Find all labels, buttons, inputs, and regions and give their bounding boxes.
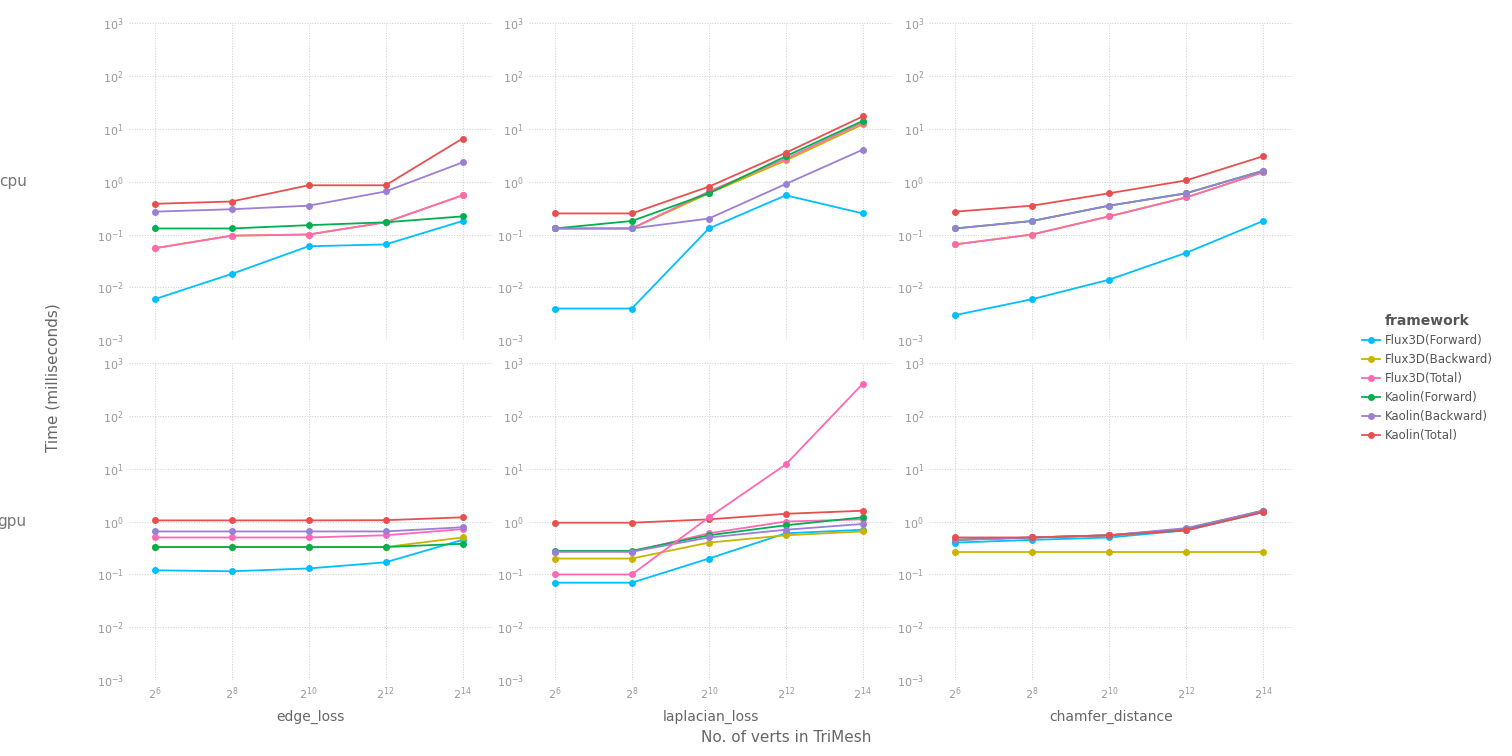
Text: No. of verts in TriMesh: No. of verts in TriMesh [702,730,871,745]
Text: Time (milliseconds): Time (milliseconds) [45,304,60,452]
Text: gpu: gpu [0,514,27,529]
Legend: Flux3D(Forward), Flux3D(Backward), Flux3D(Total), Kaolin(Forward), Kaolin(Backwa: Flux3D(Forward), Flux3D(Backward), Flux3… [1356,308,1498,448]
Text: cpu: cpu [0,174,27,189]
X-axis label: laplacian_loss: laplacian_loss [662,710,759,724]
X-axis label: chamfer_distance: chamfer_distance [1049,710,1173,724]
X-axis label: edge_loss: edge_loss [277,710,345,724]
